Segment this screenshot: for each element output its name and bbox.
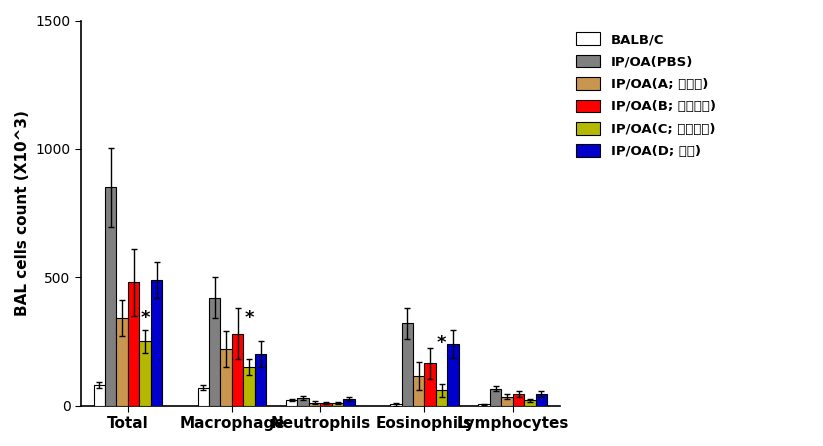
Bar bbox=[255, 354, 267, 405]
Bar bbox=[436, 390, 447, 405]
Bar bbox=[536, 394, 547, 405]
Bar bbox=[320, 403, 332, 405]
Text: *: * bbox=[244, 309, 253, 327]
Bar bbox=[501, 396, 513, 405]
Bar bbox=[524, 401, 536, 405]
Bar bbox=[343, 399, 355, 405]
Bar bbox=[221, 349, 232, 405]
Text: *: * bbox=[141, 309, 150, 327]
Bar bbox=[402, 323, 413, 405]
Bar bbox=[425, 363, 436, 405]
Bar bbox=[139, 341, 151, 405]
Bar bbox=[513, 394, 524, 405]
Bar bbox=[286, 401, 297, 405]
Bar bbox=[309, 402, 320, 405]
Bar bbox=[244, 367, 255, 405]
Bar bbox=[105, 187, 117, 405]
Bar bbox=[117, 318, 128, 405]
Bar bbox=[490, 389, 501, 405]
Bar bbox=[209, 298, 221, 405]
Bar bbox=[232, 334, 244, 405]
Text: *: * bbox=[437, 334, 446, 352]
Y-axis label: BAL cells count (X10^3): BAL cells count (X10^3) bbox=[15, 110, 30, 316]
Legend: BALB/C, IP/OA(PBS), IP/OA(A; 방아풌), IP/OA(B; 산초나무), IP/OA(C; 쫽부쟁이), IP/OA(D; 참취): BALB/C, IP/OA(PBS), IP/OA(A; 방아풌), IP/OA… bbox=[571, 27, 721, 163]
Bar bbox=[297, 398, 309, 405]
Bar bbox=[151, 280, 162, 405]
Bar bbox=[198, 388, 209, 405]
Bar bbox=[413, 376, 425, 405]
Bar bbox=[447, 344, 458, 405]
Bar bbox=[332, 403, 343, 405]
Bar bbox=[94, 385, 105, 405]
Bar bbox=[128, 282, 139, 405]
